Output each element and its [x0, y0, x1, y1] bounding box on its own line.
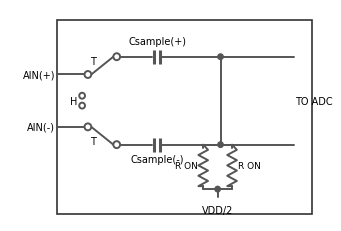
Circle shape	[113, 142, 120, 149]
Circle shape	[85, 124, 91, 131]
Text: AIN(-): AIN(-)	[27, 122, 55, 132]
Text: VDD/2: VDD/2	[202, 205, 233, 215]
Text: R ON: R ON	[175, 161, 197, 170]
Text: Csample(-): Csample(-)	[130, 154, 184, 164]
Circle shape	[85, 72, 91, 79]
Circle shape	[113, 54, 120, 61]
Circle shape	[79, 103, 85, 109]
Circle shape	[218, 142, 223, 148]
Text: T: T	[90, 56, 95, 66]
Text: H: H	[70, 96, 77, 106]
Circle shape	[215, 186, 220, 192]
Text: AIN(+): AIN(+)	[23, 70, 55, 80]
Text: TO ADC: TO ADC	[295, 96, 333, 106]
Text: Csample(+): Csample(+)	[128, 37, 186, 47]
Text: T: T	[90, 136, 95, 146]
Bar	[57, 21, 312, 214]
Text: R ON: R ON	[238, 161, 261, 170]
Circle shape	[218, 55, 223, 60]
Circle shape	[79, 93, 85, 99]
